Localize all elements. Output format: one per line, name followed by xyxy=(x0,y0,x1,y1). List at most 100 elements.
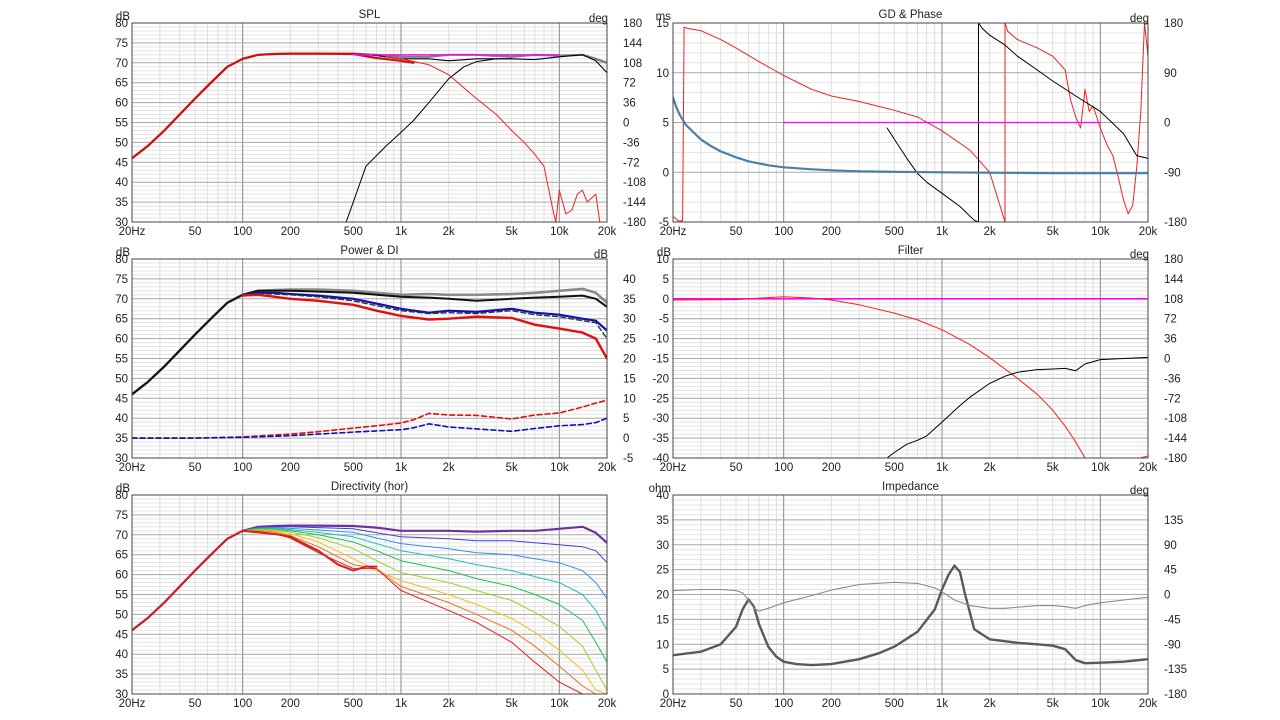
gd-phase-series-1 xyxy=(886,23,1148,222)
power-series-1 xyxy=(132,289,607,396)
x-tick-label: 200 xyxy=(822,462,841,474)
y-tick-label: 35 xyxy=(656,515,669,527)
y2-tick-label: -45 xyxy=(1164,614,1181,626)
y2-tick-label: -180 xyxy=(623,217,646,229)
y-tick-label: -10 xyxy=(652,334,669,346)
y2-tick-label: 0 xyxy=(1164,590,1170,602)
y-tick-label: -15 xyxy=(652,354,669,366)
x-tick-label: 20Hz xyxy=(119,698,146,710)
y2-tick-label: 36 xyxy=(1164,334,1177,346)
y2-axis-label: deg xyxy=(1130,485,1149,497)
y2-tick-label: 0 xyxy=(623,118,629,130)
spl-series-2 xyxy=(345,58,513,222)
y-tick-label: 50 xyxy=(115,137,128,149)
x-tick-label: 2k xyxy=(984,698,996,710)
y-tick-label: 45 xyxy=(115,393,128,405)
x-tick-label: 5k xyxy=(1047,698,1059,710)
impedance-chart: Impedance ohm deg 0 5 10 15 20 25 30 35 40 -180 -135 -… xyxy=(649,481,1187,710)
y2-tick-label: -180 xyxy=(1164,217,1187,229)
plot-frame xyxy=(131,22,608,223)
y2-tick-label: 72 xyxy=(623,78,636,90)
y-tick-label: 30 xyxy=(115,453,128,465)
x-tick-label: 2k xyxy=(984,226,996,238)
x-tick-label: 10k xyxy=(1091,698,1110,710)
y-tick-label: 45 xyxy=(115,629,128,641)
power-series-5 xyxy=(132,399,607,439)
x-tick-label: 500 xyxy=(344,226,363,238)
chart-title: Filter xyxy=(898,245,924,257)
x-tick-label: 10k xyxy=(1091,226,1110,238)
x-tick-label: 20k xyxy=(598,698,617,710)
y2-tick-label: 90 xyxy=(1164,68,1177,80)
x-tick-label: 5k xyxy=(506,462,518,474)
y2-tick-label: 0 xyxy=(1164,354,1170,366)
y-tick-label: 20 xyxy=(656,590,669,602)
y2-tick-label: -72 xyxy=(1164,393,1181,405)
y2-tick-label: 25 xyxy=(623,334,636,346)
x-tick-label: 10k xyxy=(1091,462,1110,474)
chart-title: Power & DI xyxy=(340,245,398,257)
y-tick-label: 80 xyxy=(115,254,128,266)
x-tick-label: 100 xyxy=(233,462,252,474)
x-tick-label: 2k xyxy=(443,226,455,238)
y2-tick-label: 0 xyxy=(623,433,629,445)
x-tick-label: 50 xyxy=(730,226,743,238)
x-tick-label: 200 xyxy=(281,462,300,474)
y-tick-label: 40 xyxy=(656,490,669,502)
curves xyxy=(132,52,607,222)
y-tick-label: 55 xyxy=(115,118,128,130)
x-tick-label: 20Hz xyxy=(660,226,687,238)
x-tick-label: 2k xyxy=(443,462,455,474)
y-tick-label: 10 xyxy=(656,639,669,651)
x-tick-label: 1k xyxy=(395,462,407,474)
x-tick-label: 100 xyxy=(774,462,793,474)
y-tick-label: 35 xyxy=(115,669,128,681)
spl-series-4 xyxy=(385,56,601,222)
y-tick-label: 65 xyxy=(115,550,128,562)
y-tick-label: 40 xyxy=(115,649,128,661)
x-tick-label: 20Hz xyxy=(119,226,146,238)
y2-tick-label: 144 xyxy=(1164,274,1184,286)
y2-tick-label: -5 xyxy=(623,453,633,465)
y-tick-label: 70 xyxy=(115,58,128,70)
y-tick-label: 70 xyxy=(115,530,128,542)
y2-tick-label: 0 xyxy=(1164,118,1170,130)
curves xyxy=(132,287,607,439)
y-axis-label: dB xyxy=(116,11,130,23)
y2-tick-label: -180 xyxy=(1164,453,1187,465)
impedance-series-0 xyxy=(673,564,1148,667)
x-tick-label: 1k xyxy=(395,226,407,238)
y2-tick-label: 30 xyxy=(623,314,636,326)
y2-tick-label: 35 xyxy=(623,294,636,306)
y2-tick-label: -36 xyxy=(623,137,640,149)
y-tick-label: 65 xyxy=(115,314,128,326)
x-tick-label: 20k xyxy=(598,462,617,474)
y2-tick-label: -90 xyxy=(1164,167,1181,179)
x-tick-label: 50 xyxy=(730,462,743,474)
x-tick-label: 100 xyxy=(233,698,252,710)
power-chart: Power & DI dB dB 30 35 40 45 50 55 60 65 70 75 80 -5 0 5… xyxy=(115,245,636,474)
y2-tick-label: 40 xyxy=(623,274,636,286)
y2-tick-label: 180 xyxy=(623,18,642,30)
y-tick-label: 60 xyxy=(115,98,128,110)
y-tick-label: 15 xyxy=(656,18,669,30)
y-axis-label: ohm xyxy=(649,483,671,495)
y-tick-label: 40 xyxy=(115,177,128,189)
y2-tick-label: -135 xyxy=(1164,664,1187,676)
y-tick-label: 0 xyxy=(663,167,669,179)
x-tick-label: 5k xyxy=(1047,462,1059,474)
x-tick-label: 200 xyxy=(281,226,300,238)
y-tick-label: -30 xyxy=(652,413,669,425)
y2-tick-label: 5 xyxy=(623,413,629,425)
gd-phase-chart: GD & Phase ms deg -5 0 5 10 15 -180 -90 0 90 180 20Hz… xyxy=(656,9,1187,238)
y-tick-label: 60 xyxy=(115,334,128,346)
y-tick-label: 30 xyxy=(115,217,128,229)
y2-tick-label: 45 xyxy=(1164,565,1177,577)
y2-tick-label: 144 xyxy=(623,38,643,50)
y-axis-label: dB xyxy=(116,483,130,495)
y-tick-label: 40 xyxy=(115,413,128,425)
y2-tick-label: 90 xyxy=(1164,540,1177,552)
power-series-6 xyxy=(132,417,607,439)
chart-title: Directivity (hor) xyxy=(331,481,408,493)
y-tick-label: 35 xyxy=(115,433,128,445)
